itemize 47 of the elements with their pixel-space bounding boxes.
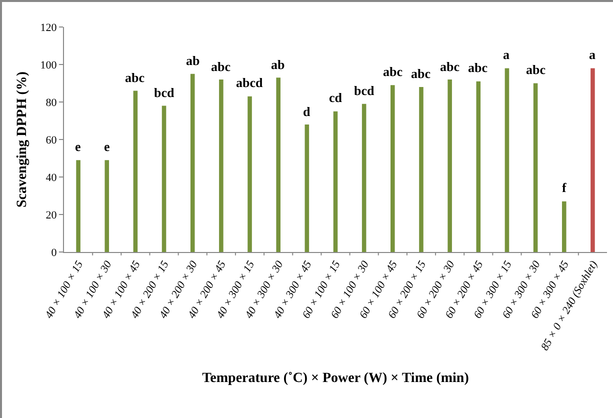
annotation: ab — [186, 53, 200, 68]
annotation: ab — [271, 57, 285, 72]
annotation: abc — [440, 59, 460, 74]
annotation: abc — [125, 70, 145, 85]
annotation: f — [562, 180, 567, 195]
bar — [304, 124, 310, 252]
annotation: abc — [383, 64, 403, 79]
y-tick-label: 0 — [51, 246, 58, 259]
bar — [276, 78, 280, 252]
x-axis-title: Temperature (˚C) × Power (W) × Time (min) — [202, 370, 470, 386]
annotation: a — [503, 47, 510, 62]
bar — [419, 87, 424, 252]
bar — [162, 106, 166, 252]
annotation: bcd — [154, 85, 175, 100]
bar — [590, 68, 595, 252]
y-tick-label: 20 — [46, 209, 58, 222]
bar — [390, 85, 395, 252]
bar — [76, 160, 80, 252]
y-tick-label: 40 — [46, 172, 58, 184]
annotation: abcd — [236, 75, 264, 90]
bar — [248, 96, 252, 252]
bar — [104, 160, 110, 252]
y-axis-title: Scavenging DPPH (%) — [15, 71, 30, 208]
annotation: e — [104, 139, 110, 154]
bar — [533, 83, 538, 252]
annotation: abc — [468, 60, 488, 75]
annotation: a — [589, 47, 596, 62]
annotation: bcd — [354, 83, 375, 98]
bar — [333, 111, 338, 252]
bar — [362, 104, 366, 252]
y-tick-label: 120 — [40, 22, 58, 34]
bar — [504, 68, 510, 252]
bar — [448, 80, 452, 252]
y-tick-label: 80 — [46, 96, 58, 109]
annotation: e — [75, 139, 81, 154]
y-tick-label: 60 — [46, 134, 58, 146]
bar — [133, 90, 138, 252]
bar — [476, 81, 481, 252]
annotation: cd — [329, 90, 343, 105]
bar — [190, 74, 195, 252]
annotation: abc — [411, 66, 431, 81]
y-tick-label: 100 — [40, 59, 58, 72]
annotation: abc — [526, 62, 546, 77]
annotation: abc — [211, 59, 231, 74]
bar — [562, 201, 566, 252]
bar — [219, 80, 224, 252]
annotation: d — [303, 104, 311, 119]
